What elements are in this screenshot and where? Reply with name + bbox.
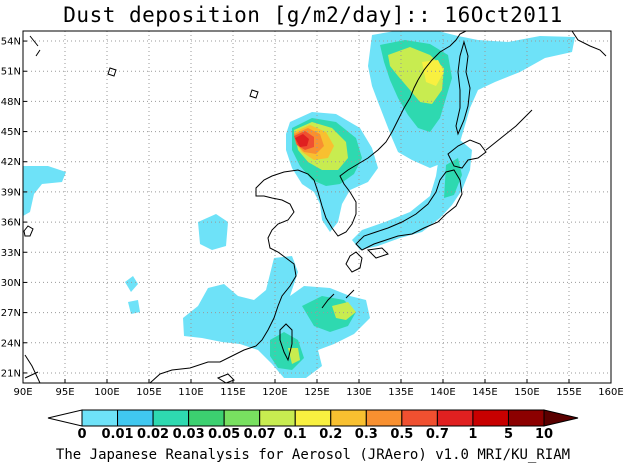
coastline-indochina [149, 169, 315, 383]
dust-region-taiwan-core [288, 348, 300, 364]
coastline-small-lakes [23, 67, 259, 237]
colorbar-box [81, 409, 119, 427]
colorbar-level-label: 0.02 [137, 427, 169, 442]
colorbar-box [223, 409, 261, 427]
colorbar-box [472, 409, 509, 427]
colorbar-level-label: 0.01 [101, 427, 133, 442]
coastlines [23, 31, 607, 383]
y-tick-label: 42N [1, 157, 21, 168]
x-tick-label: 90E [13, 387, 32, 398]
y-tick-label: 51N [1, 67, 21, 78]
coastline-kurils [485, 109, 533, 151]
x-tick-label: 110E [178, 387, 203, 398]
x-tick-label: 130E [346, 387, 371, 398]
dust-region-east-china-sea-core [332, 302, 356, 320]
colorbar-box [365, 409, 403, 427]
x-tick-label: 155E [556, 387, 581, 398]
y-tick-label: 30N [1, 278, 21, 289]
colorbar-triangle-low [47, 409, 83, 427]
map-title: Dust deposition [g/m2/day]:: 16Oct2011 [63, 3, 563, 27]
dust-field-layer [23, 31, 575, 378]
colorbar-level-label: 0.7 [426, 427, 449, 442]
x-tick-label: 145E [472, 387, 497, 398]
y-tick-label: 45N [1, 127, 21, 138]
colorbar-box [330, 409, 367, 427]
colorbar-box [436, 409, 474, 427]
y-tick-label: 54N [1, 37, 21, 48]
y-tick-label: 48N [1, 97, 21, 108]
coastline-hokkaido [447, 139, 487, 169]
x-tick-label: 160E [598, 387, 623, 398]
x-tick-label: 120E [262, 387, 287, 398]
colorbar-labels: 0 0.01 0.02 0.03 0.05 0.07 0.1 0.2 0.3 0.5 0.7 1 5 10 [77, 427, 553, 442]
dust-region-south-china [183, 256, 370, 378]
dust-region-central-china [198, 214, 228, 250]
x-tick-label: 125E [304, 387, 329, 398]
colorbar-box [152, 409, 190, 427]
dust-region-japan-north [352, 140, 472, 250]
y-tick-label: 24N [1, 338, 21, 349]
colorbar-level-label: 0.05 [208, 427, 240, 442]
coastline-taiwan [279, 323, 293, 362]
coastline-asia-mainland [24, 354, 41, 383]
x-tick-label: 115E [220, 387, 245, 398]
x-tick-label: 100E [94, 387, 119, 398]
colorbar-level-label: 0.3 [355, 427, 378, 442]
x-tick-label: 140E [430, 387, 455, 398]
colorbar-level-label: 0.07 [244, 427, 276, 442]
dust-deposition-map: 90E 95E 100E 105E 110E 115E 120E 125E 130E 135E 14… [1, 30, 624, 398]
colorbar-boxes [47, 409, 579, 427]
y-tick-label: 27N [1, 308, 21, 319]
coastline-kyushu [345, 251, 363, 273]
coastline-kamchatka [571, 31, 607, 57]
colorbar-box [507, 409, 545, 427]
colorbar-triangle-high [543, 409, 579, 427]
colorbar-box [188, 409, 225, 427]
coastline-russia-east [417, 31, 467, 81]
coastline-honshu [355, 169, 463, 251]
x-tick-label: 150E [514, 387, 539, 398]
colorbar-level-label: 0.03 [173, 427, 205, 442]
coastline-shikoku [366, 247, 389, 259]
colorbar-box [294, 409, 332, 427]
colorbar-box [117, 409, 154, 427]
coastline-korea [313, 79, 419, 237]
longitude-ticks: 90E 95E 100E 105E 110E 115E 120E 125E 130E 135E 14… [13, 379, 624, 398]
colorbar-level-label: 1 [468, 427, 477, 442]
colorbar-level-label: 0.5 [390, 427, 413, 442]
y-tick-label: 36N [1, 218, 21, 229]
dust-region-ne-china-peak [295, 134, 309, 147]
latitude-ticks: 21N 24N 27N 30N 33N 36N 39N 42N 45N 48N 51N 54N [1, 37, 27, 379]
colorbar-level-label: 5 [504, 427, 513, 442]
x-tick-label: 135E [388, 387, 413, 398]
colorbar-level-label: 0.2 [319, 427, 342, 442]
credit-line: The Japanese Reanalysis for Aerosol (JRA… [55, 447, 571, 463]
colorbar: 0 0.01 0.02 0.03 0.05 0.07 0.1 0.2 0.3 0.5 0.7 1 5 10 [47, 409, 579, 442]
dust-region-japan-north-inner [444, 158, 462, 198]
coastline-lake-baikal [29, 35, 41, 57]
y-tick-label: 21N [1, 368, 21, 379]
dust-region-small-1 [125, 276, 138, 292]
x-tick-label: 95E [55, 387, 74, 398]
y-tick-label: 39N [1, 187, 21, 198]
colorbar-box [259, 409, 296, 427]
graticule [23, 31, 611, 383]
colorbar-level-label: 10 [535, 427, 553, 442]
colorbar-level-label: 0 [77, 427, 86, 442]
dust-region-small-2 [128, 300, 140, 314]
dust-region-far-east-peak [422, 60, 444, 86]
x-tick-label: 105E [136, 387, 161, 398]
colorbar-level-label: 0.1 [284, 427, 307, 442]
y-tick-label: 33N [1, 248, 21, 259]
dust-region-west [23, 166, 66, 216]
coastline-sakhalin [455, 40, 471, 136]
coastline-hainan [216, 373, 235, 383]
coastline-ryukyu [321, 289, 355, 309]
colorbar-box [401, 409, 438, 427]
